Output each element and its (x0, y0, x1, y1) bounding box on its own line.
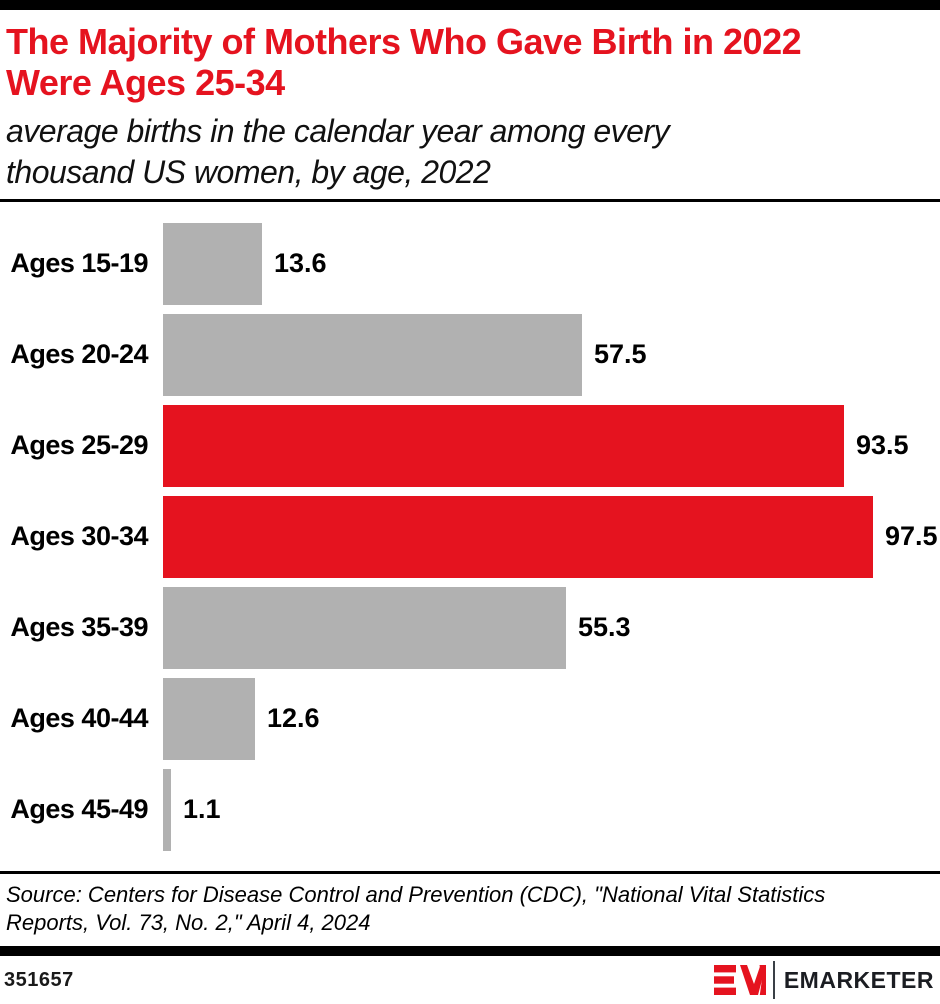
bar (163, 313, 582, 396)
bar (163, 404, 844, 487)
value-label: 1.1 (183, 794, 221, 824)
bar-chart: Ages 15-19 13.6 Ages 20-24 57.5 Ages 25-29 93… (0, 202, 940, 871)
bar (163, 222, 262, 305)
value-label: 93.5 (856, 430, 909, 460)
chart-row: Ages 30-34 97.5 (0, 491, 940, 582)
bar (163, 495, 873, 578)
value-label: 55.3 (578, 612, 631, 642)
category-label: Ages 40-44 (10, 703, 148, 733)
category-label: Ages 30-34 (10, 521, 148, 551)
logo-separator (772, 961, 775, 999)
header-divider (0, 199, 940, 202)
bar (163, 677, 255, 760)
category-label: Ages 20-24 (10, 339, 148, 369)
brand-name: EMARKETER (783, 966, 934, 993)
category-label: Ages 35-39 (10, 612, 148, 642)
chart-row: Ages 35-39 55.3 (0, 582, 940, 673)
chart-row: Ages 45-49 1.1 (0, 764, 940, 855)
chart-row: Ages 25-29 93.5 (0, 400, 940, 491)
chart-title: The Majority of Mothers Who Gave Birth i… (6, 21, 802, 103)
source-note: Source: Centers for Disease Control and … (6, 882, 826, 935)
chart-row: Ages 40-44 12.6 (0, 673, 940, 764)
value-label: 57.5 (594, 339, 647, 369)
footer: 351657 EMARKETER (0, 956, 940, 1004)
chart-row: Ages 20-24 57.5 (0, 309, 940, 400)
bar (163, 768, 171, 851)
category-label: Ages 15-19 (10, 248, 148, 278)
chart-row: Ages 15-19 13.6 (0, 218, 940, 309)
footer-rule (0, 946, 940, 956)
category-label: Ages 45-49 (10, 794, 148, 824)
chart-header: The Majority of Mothers Who Gave Birth i… (0, 10, 940, 199)
brand-logo: EMARKETER (713, 961, 934, 999)
value-label: 97.5 (885, 521, 938, 551)
emarketer-logo-icon (713, 965, 766, 995)
source-divider (0, 871, 940, 874)
value-label: 12.6 (267, 703, 320, 733)
chart-subtitle: average births in the calendar year amon… (6, 113, 670, 190)
top-rule (0, 0, 940, 10)
chart-id: 351657 (4, 968, 74, 991)
category-label: Ages 25-29 (10, 430, 148, 460)
value-label: 13.6 (274, 248, 327, 278)
bar (163, 586, 566, 669)
